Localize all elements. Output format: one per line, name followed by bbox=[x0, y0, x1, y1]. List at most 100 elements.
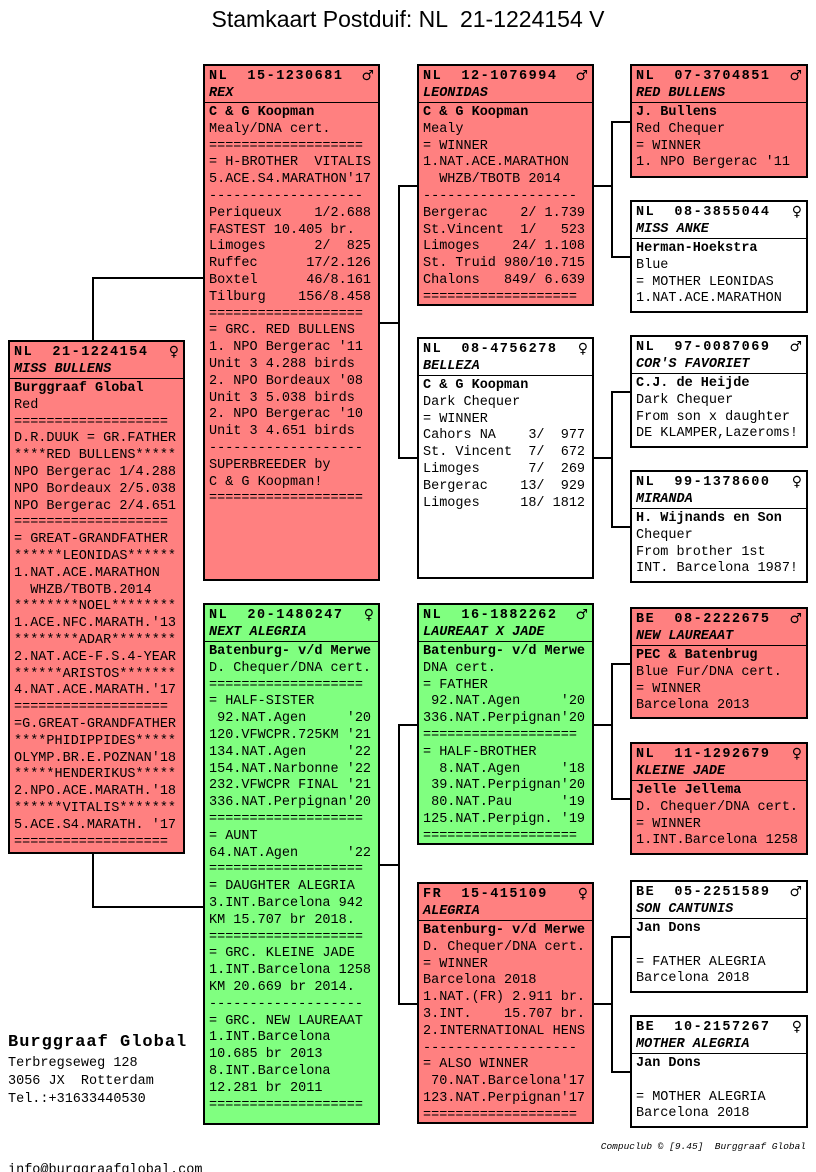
breeder-address: Terbregseweg 128 3056 JX Rotterdam Tel.:… bbox=[8, 1056, 154, 1107]
ring-number: BE 10-2157267 bbox=[636, 1020, 771, 1035]
pedigree-details: = FATHER ALEGRIA Barcelona 2018 bbox=[636, 954, 766, 987]
pedigree-details: D. Chequer/DNA cert. = WINNER Barcelona … bbox=[423, 939, 586, 1123]
ring-number: NL 08-4756278 bbox=[423, 342, 558, 357]
connector-line bbox=[398, 724, 417, 726]
pigeon-name: MISS BULLENS bbox=[14, 362, 112, 377]
ring-number: NL 97-0087069 bbox=[636, 340, 771, 355]
connector-line bbox=[611, 936, 613, 1072]
male-icon: ♂ bbox=[789, 339, 802, 355]
male-icon: ♂ bbox=[575, 68, 588, 84]
pedigree-box-mother: NL 20-1480247 ♀ NEXT ALEGRIA Batenburg- v… bbox=[203, 603, 380, 1125]
female-icon: ♀ bbox=[577, 341, 588, 357]
ring-number: NL 15-1230681 bbox=[209, 69, 344, 84]
owner-name: H. Wijnands en Son bbox=[636, 511, 782, 526]
owner-name: Jan Dons bbox=[636, 1056, 701, 1071]
owner-name: Batenburg- v/d Merwe bbox=[209, 644, 372, 659]
connector-line bbox=[611, 936, 630, 938]
box-header: BE 05-2251589 ♂ SON CANTUNIS bbox=[632, 882, 806, 919]
breeder-email: info@burggraafglobal.com bbox=[8, 1163, 203, 1172]
box-header: BE 08-2222675 ♂ NEW LAUREAAT bbox=[632, 609, 806, 646]
pedigree-box-father: NL 15-1230681 ♂ REX C & G Koopman Mealy/D… bbox=[203, 64, 380, 581]
ring-number: NL 20-1480247 bbox=[209, 608, 344, 623]
owner-name: Batenburg- v/d Merwe bbox=[423, 644, 586, 659]
owner-name: Burggraaf Global bbox=[14, 381, 144, 396]
pedigree-details: Dark Chequer From son x daughter DE KLAM… bbox=[636, 392, 799, 442]
ring-number: BE 05-2251589 bbox=[636, 885, 771, 900]
connector-line bbox=[398, 724, 400, 1004]
pedigree-details: Mealy/DNA cert. =================== = H-… bbox=[209, 121, 372, 507]
owner-name: J. Bullens bbox=[636, 105, 718, 120]
owner-name: Herman-Hoekstra bbox=[636, 241, 758, 256]
breeder-name: Burggraaf Global bbox=[8, 1033, 188, 1052]
pedigree-box-great-grandmother-1: NL 08-3855044 ♀ MISS ANKE Herman-Hoekstra… bbox=[630, 200, 808, 313]
female-icon: ♀ bbox=[168, 344, 179, 360]
connector-line bbox=[398, 457, 417, 459]
ring-number: NL 12-1076994 bbox=[423, 69, 558, 84]
connector-line bbox=[380, 864, 399, 866]
owner-name: Jan Dons bbox=[636, 921, 701, 936]
pedigree-box-great-grandfather-2: NL 97-0087069 ♂ COR'S FAVORIET C.J. de He… bbox=[630, 335, 808, 448]
pedigree-box-great-grandmother-2: NL 99-1378600 ♀ MIRANDA H. Wijnands en So… bbox=[630, 470, 808, 583]
connector-line bbox=[611, 526, 630, 528]
pedigree-box-grandfather-paternal: NL 12-1076994 ♂ LEONIDAS C & G Koopman Me… bbox=[417, 64, 594, 306]
pigeon-name: RED BULLENS bbox=[636, 86, 726, 101]
pigeon-name: KLEINE JADE bbox=[636, 764, 726, 779]
ring-number: NL 21-1224154 bbox=[14, 345, 149, 360]
male-icon: ♂ bbox=[361, 68, 374, 84]
pedigree-details: Blue = MOTHER LEONIDAS 1.NAT.ACE.MARATHO… bbox=[636, 257, 782, 307]
connector-line bbox=[92, 854, 94, 907]
male-icon: ♂ bbox=[575, 607, 588, 623]
breeder-contact-block: Burggraaf Global Terbregseweg 128 3056 J… bbox=[8, 1033, 202, 1172]
page-title: Stamkaart Postduif: NL 21-1224154 V bbox=[211, 6, 605, 32]
pigeon-name: NEW LAUREAAT bbox=[636, 629, 734, 644]
connector-line bbox=[611, 121, 613, 257]
pedigree-box-grandmother-paternal: NL 08-4756278 ♀ BELLEZA C & G Koopman Dar… bbox=[417, 337, 594, 579]
owner-name: C & G Koopman bbox=[423, 105, 529, 120]
ring-number: NL 16-1882262 bbox=[423, 608, 558, 623]
box-header: NL 15-1230681 ♂ REX bbox=[205, 66, 378, 103]
pedigree-details: Red Chequer = WINNER 1. NPO Bergerac '11 bbox=[636, 121, 790, 171]
connector-line bbox=[380, 322, 399, 324]
female-icon: ♀ bbox=[791, 746, 802, 762]
connector-line bbox=[398, 185, 400, 458]
connector-line bbox=[92, 277, 94, 340]
pedigree-details: Red =================== D.R.DUUK = GR.FA… bbox=[14, 397, 177, 850]
pedigree-details: = MOTHER ALEGRIA Barcelona 2018 bbox=[636, 1089, 766, 1122]
connector-line bbox=[611, 391, 613, 527]
box-header: NL 11-1292679 ♀ KLEINE JADE bbox=[632, 744, 806, 781]
pedigree-box-grandmother-maternal: FR 15-415109 ♀ ALEGRIA Batenburg- v/d Mer… bbox=[417, 882, 594, 1124]
pedigree-box-great-grandfather-4: BE 05-2251589 ♂ SON CANTUNIS Jan Dons = F… bbox=[630, 880, 808, 993]
pigeon-name: SON CANTUNIS bbox=[636, 902, 734, 917]
pigeon-name: BELLEZA bbox=[423, 359, 480, 374]
male-icon: ♂ bbox=[789, 884, 802, 900]
connector-line bbox=[611, 663, 613, 799]
pedigree-details: DNA cert. = FATHER 92.NAT.Agen '20 336.N… bbox=[423, 660, 586, 844]
box-header: BE 10-2157267 ♀ MOTHER ALEGRIA bbox=[632, 1017, 806, 1054]
pigeon-name: COR'S FAVORIET bbox=[636, 357, 750, 372]
male-icon: ♂ bbox=[789, 611, 802, 627]
pigeon-name: LAUREAAT X JADE bbox=[423, 625, 545, 640]
pedigree-details: Chequer From brother 1st INT. Barcelona … bbox=[636, 527, 799, 577]
ring-number: NL 11-1292679 bbox=[636, 747, 771, 762]
owner-name: Batenburg- v/d Merwe bbox=[423, 923, 586, 938]
connector-line bbox=[92, 906, 203, 908]
female-icon: ♀ bbox=[577, 886, 588, 902]
box-header: NL 08-3855044 ♀ MISS ANKE bbox=[632, 202, 806, 239]
box-header: NL 08-4756278 ♀ BELLEZA bbox=[419, 339, 592, 376]
box-header: FR 15-415109 ♀ ALEGRIA bbox=[419, 884, 592, 921]
pigeon-name: NEXT ALEGRIA bbox=[209, 625, 307, 640]
ring-number: NL 08-3855044 bbox=[636, 205, 771, 220]
owner-name: C & G Koopman bbox=[209, 105, 315, 120]
box-header: NL 16-1882262 ♂ LAUREAAT X JADE bbox=[419, 605, 592, 642]
connector-line bbox=[92, 277, 203, 279]
female-icon: ♀ bbox=[363, 607, 374, 623]
ring-number: NL 07-3704851 bbox=[636, 69, 771, 84]
pedigree-details: Dark Chequer = WINNER Cahors NA 3/ 977 S… bbox=[423, 394, 586, 511]
pedigree-box-grandfather-maternal: NL 16-1882262 ♂ LAUREAAT X JADE Batenburg… bbox=[417, 603, 594, 845]
connector-line bbox=[398, 1003, 417, 1005]
pigeon-name: LEONIDAS bbox=[423, 86, 488, 101]
box-header: NL 12-1076994 ♂ LEONIDAS bbox=[419, 66, 592, 103]
pedigree-details: D. Chequer/DNA cert. ===================… bbox=[209, 660, 372, 1113]
pedigree-box-great-grandfather-3: BE 08-2222675 ♂ NEW LAUREAAT PEC & Batenb… bbox=[630, 607, 808, 719]
